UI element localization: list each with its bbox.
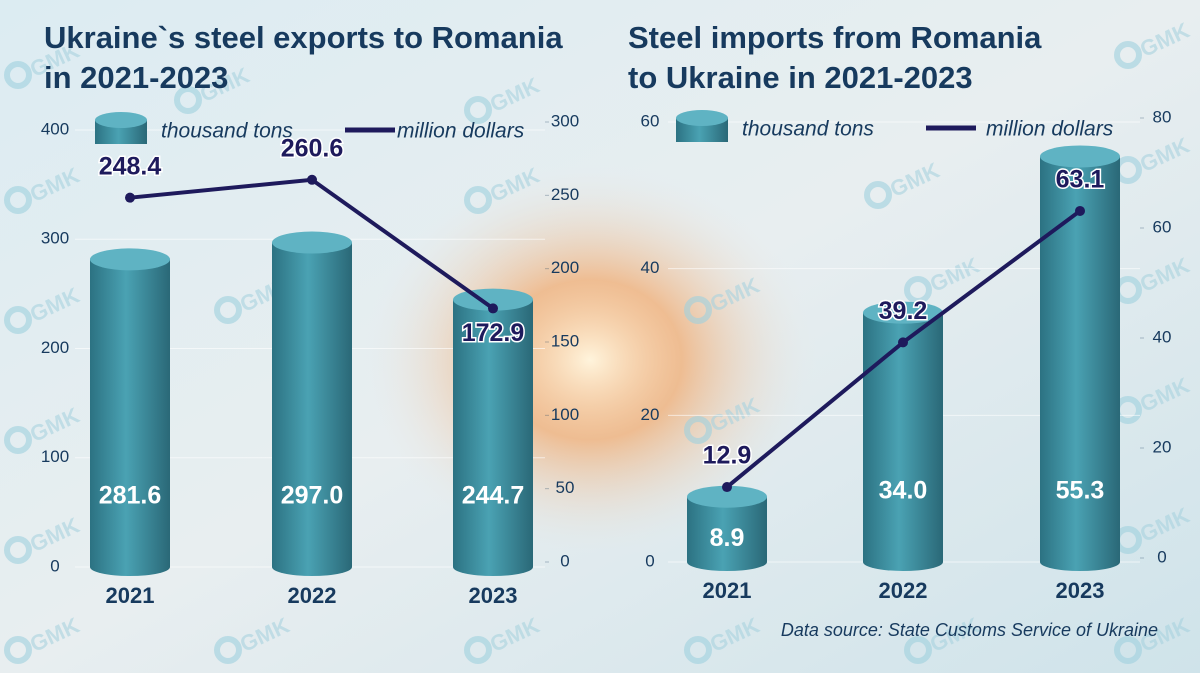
chart-title: Steel imports from Romania to Ukraine in… — [628, 20, 1042, 95]
line-point — [488, 303, 498, 314]
watermark-logo — [684, 416, 712, 444]
watermark-logo — [4, 426, 32, 454]
x-tick-label: 2022 — [288, 583, 337, 608]
legend-label: million dollars — [397, 120, 525, 143]
watermark-logo — [4, 636, 32, 664]
bar — [272, 231, 352, 576]
bar-body — [272, 242, 352, 576]
watermark-logo — [684, 296, 712, 324]
watermark-logo — [464, 186, 492, 214]
legend-swatch — [676, 110, 728, 126]
watermark-logo — [4, 306, 32, 334]
source-note: Data source: State Customs Service of Uk… — [780, 620, 1158, 640]
x-tick-label: 2022 — [879, 578, 928, 603]
y-tick-label: 20 — [641, 405, 660, 424]
line-point — [898, 337, 908, 348]
y2-tick-label: 100 — [551, 405, 579, 424]
y-tick-label: 0 — [50, 556, 59, 575]
y2-tick-label: 0 — [1157, 547, 1166, 566]
watermark-logo — [4, 186, 32, 214]
watermark-logo — [4, 61, 32, 89]
watermark-logo — [864, 181, 892, 209]
x-tick-label: 2021 — [106, 583, 155, 608]
y2-tick-label: 150 — [551, 331, 579, 350]
bar — [687, 485, 767, 571]
bar-top — [863, 301, 943, 324]
watermark-logo — [904, 276, 932, 304]
watermark-logo — [464, 96, 492, 124]
bar-top — [687, 485, 767, 508]
bar-body — [453, 299, 533, 576]
y2-tick-label: 50 — [556, 478, 575, 497]
bar-label: 34.0 — [879, 477, 928, 505]
y2-tick-label: 300 — [551, 111, 579, 130]
y-tick-label: 100 — [41, 447, 69, 466]
watermark-logo — [174, 86, 202, 114]
y2-tick-label: 60 — [1153, 217, 1172, 236]
bar-label: 281.6 — [99, 482, 162, 510]
line-point — [125, 192, 135, 203]
watermark-logo — [214, 636, 242, 664]
legend-label: thousand tons — [161, 120, 293, 143]
bar-label: 297.0 — [281, 482, 344, 510]
watermark-logo — [1114, 41, 1142, 69]
watermark-logo — [904, 636, 932, 664]
y2-tick-label: 40 — [1153, 327, 1172, 346]
bar-top — [90, 248, 170, 271]
y-tick-label: 300 — [41, 229, 69, 248]
y-tick-label: 60 — [641, 111, 660, 130]
bar — [863, 301, 943, 571]
bar-body — [1040, 156, 1120, 571]
line-point — [722, 482, 732, 493]
y-tick-label: 400 — [41, 119, 69, 138]
y-tick-label: 40 — [641, 258, 660, 277]
x-tick-label: 2021 — [703, 578, 752, 603]
bar-body — [863, 312, 943, 571]
line-label: 248.4 — [99, 152, 162, 180]
line-label: 172.9 — [462, 319, 525, 347]
line-label: 12.9 — [703, 442, 752, 470]
watermark-logo — [684, 636, 712, 664]
y2-tick-label: 0 — [560, 551, 569, 570]
watermark-logo — [1114, 636, 1142, 664]
bar-body — [687, 496, 767, 571]
legend-label: thousand tons — [742, 118, 874, 141]
bar — [90, 248, 170, 576]
bar-label: 8.9 — [710, 524, 745, 552]
line-point — [307, 174, 317, 185]
legend-swatch — [95, 112, 147, 128]
y2-tick-label: 20 — [1153, 437, 1172, 456]
y2-tick-label: 250 — [551, 185, 579, 204]
line-label: 63.1 — [1056, 166, 1105, 194]
watermark-logo — [214, 296, 242, 324]
bar — [1040, 145, 1120, 571]
line-label: 39.2 — [879, 297, 928, 325]
legend-label: million dollars — [986, 118, 1114, 141]
y-tick-label: 0 — [645, 551, 654, 570]
chart-title: Ukraine`s steel exports to Romania in 20… — [44, 20, 563, 95]
x-tick-label: 2023 — [469, 583, 518, 608]
bar-label: 244.7 — [462, 482, 525, 510]
watermark-logo — [464, 636, 492, 664]
y2-tick-label: 200 — [551, 258, 579, 277]
y-tick-label: 200 — [41, 338, 69, 357]
y2-tick-label: 80 — [1153, 107, 1172, 126]
watermark-logo — [4, 536, 32, 564]
line-point — [1075, 205, 1085, 216]
bar-top — [1040, 145, 1120, 168]
bar-top — [272, 231, 352, 254]
bar-body — [90, 259, 170, 576]
bar-label: 55.3 — [1056, 477, 1105, 505]
line-label: 260.6 — [281, 134, 344, 162]
x-tick-label: 2023 — [1056, 578, 1105, 603]
